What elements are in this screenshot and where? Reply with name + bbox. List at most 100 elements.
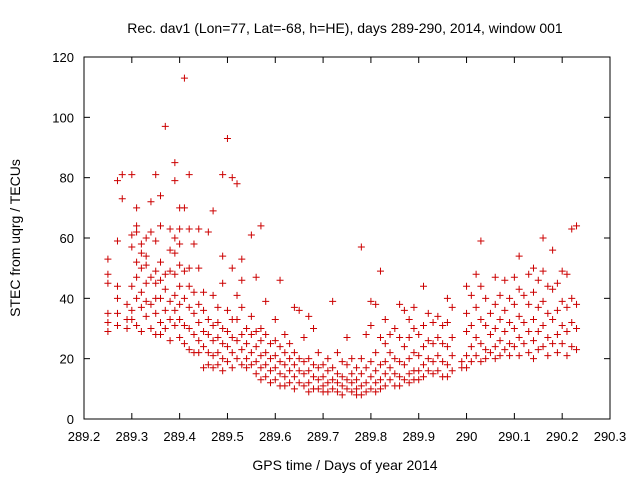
data-point bbox=[372, 367, 380, 375]
data-point bbox=[219, 340, 227, 348]
data-point bbox=[353, 376, 361, 384]
data-point bbox=[252, 328, 260, 336]
data-point bbox=[496, 337, 504, 345]
data-point bbox=[157, 222, 165, 230]
data-point bbox=[314, 385, 322, 393]
data-point bbox=[463, 352, 471, 360]
data-point bbox=[238, 346, 246, 354]
data-point bbox=[367, 358, 375, 366]
data-point bbox=[185, 225, 193, 233]
data-point bbox=[290, 361, 298, 369]
data-point bbox=[195, 318, 203, 326]
data-point bbox=[276, 343, 284, 351]
x-tick-label: 289.9 bbox=[402, 429, 435, 444]
data-point bbox=[324, 355, 332, 363]
data-point bbox=[482, 294, 490, 302]
data-point bbox=[166, 297, 174, 305]
data-point bbox=[405, 379, 413, 387]
x-tick-label: 289.3 bbox=[116, 429, 149, 444]
data-point bbox=[544, 352, 552, 360]
data-point bbox=[262, 361, 270, 369]
data-point bbox=[228, 364, 236, 372]
data-point bbox=[443, 373, 451, 381]
data-point bbox=[271, 337, 279, 345]
data-point bbox=[319, 382, 327, 390]
data-point bbox=[128, 171, 136, 179]
data-point bbox=[200, 343, 208, 351]
data-point bbox=[266, 379, 274, 387]
data-point bbox=[171, 270, 179, 278]
data-point bbox=[142, 252, 150, 260]
data-point bbox=[257, 376, 265, 384]
data-point bbox=[558, 321, 566, 329]
data-point bbox=[372, 300, 380, 308]
data-point bbox=[233, 180, 241, 188]
data-point bbox=[266, 355, 274, 363]
data-point bbox=[314, 376, 322, 384]
data-point bbox=[223, 306, 231, 314]
data-point bbox=[286, 340, 294, 348]
data-point bbox=[491, 355, 499, 363]
data-point bbox=[348, 370, 356, 378]
data-point bbox=[333, 388, 341, 396]
data-point bbox=[553, 331, 561, 339]
data-point bbox=[214, 318, 222, 326]
data-point bbox=[372, 379, 380, 387]
data-point bbox=[204, 331, 212, 339]
data-point bbox=[367, 297, 375, 305]
data-point bbox=[233, 315, 241, 323]
data-point bbox=[573, 325, 581, 332]
data-point bbox=[104, 318, 112, 326]
data-point bbox=[491, 300, 499, 308]
data-point bbox=[300, 370, 308, 378]
data-point bbox=[137, 303, 145, 311]
data-point bbox=[166, 337, 174, 345]
data-point bbox=[338, 391, 346, 399]
data-point bbox=[515, 312, 523, 320]
data-point bbox=[410, 325, 418, 332]
data-point bbox=[310, 325, 318, 332]
data-point bbox=[247, 361, 255, 369]
data-point bbox=[262, 349, 270, 357]
data-point bbox=[472, 334, 480, 342]
data-point bbox=[405, 315, 413, 323]
data-point bbox=[157, 318, 165, 326]
data-point bbox=[204, 228, 212, 236]
data-point bbox=[171, 234, 179, 242]
x-tick-label: 289.4 bbox=[163, 429, 196, 444]
data-point bbox=[491, 343, 499, 351]
data-point bbox=[290, 373, 298, 381]
data-point bbox=[190, 309, 198, 317]
data-point bbox=[525, 349, 533, 357]
data-point bbox=[142, 279, 150, 287]
data-point bbox=[367, 385, 375, 393]
data-point bbox=[515, 334, 523, 342]
data-point bbox=[204, 361, 212, 369]
data-point bbox=[415, 352, 423, 360]
data-point bbox=[157, 258, 165, 266]
data-point bbox=[400, 306, 408, 314]
data-point bbox=[506, 340, 514, 348]
data-point bbox=[157, 276, 165, 284]
data-point bbox=[391, 325, 399, 332]
data-point bbox=[137, 288, 145, 296]
data-point bbox=[486, 349, 494, 357]
data-point bbox=[381, 358, 389, 366]
y-tick-label: 20 bbox=[60, 352, 74, 367]
data-point bbox=[243, 325, 251, 332]
data-point bbox=[281, 373, 289, 381]
data-point bbox=[376, 334, 384, 342]
data-point bbox=[415, 331, 423, 339]
data-point bbox=[281, 382, 289, 390]
data-point bbox=[209, 321, 217, 329]
x-tick-label: 289.2 bbox=[68, 429, 101, 444]
data-point bbox=[133, 294, 141, 302]
data-point bbox=[180, 267, 188, 275]
data-point bbox=[104, 309, 112, 317]
data-point bbox=[305, 388, 313, 396]
data-point bbox=[420, 343, 428, 351]
data-point bbox=[195, 337, 203, 345]
data-point bbox=[463, 282, 471, 290]
data-point bbox=[405, 334, 413, 342]
data-point bbox=[467, 343, 475, 351]
